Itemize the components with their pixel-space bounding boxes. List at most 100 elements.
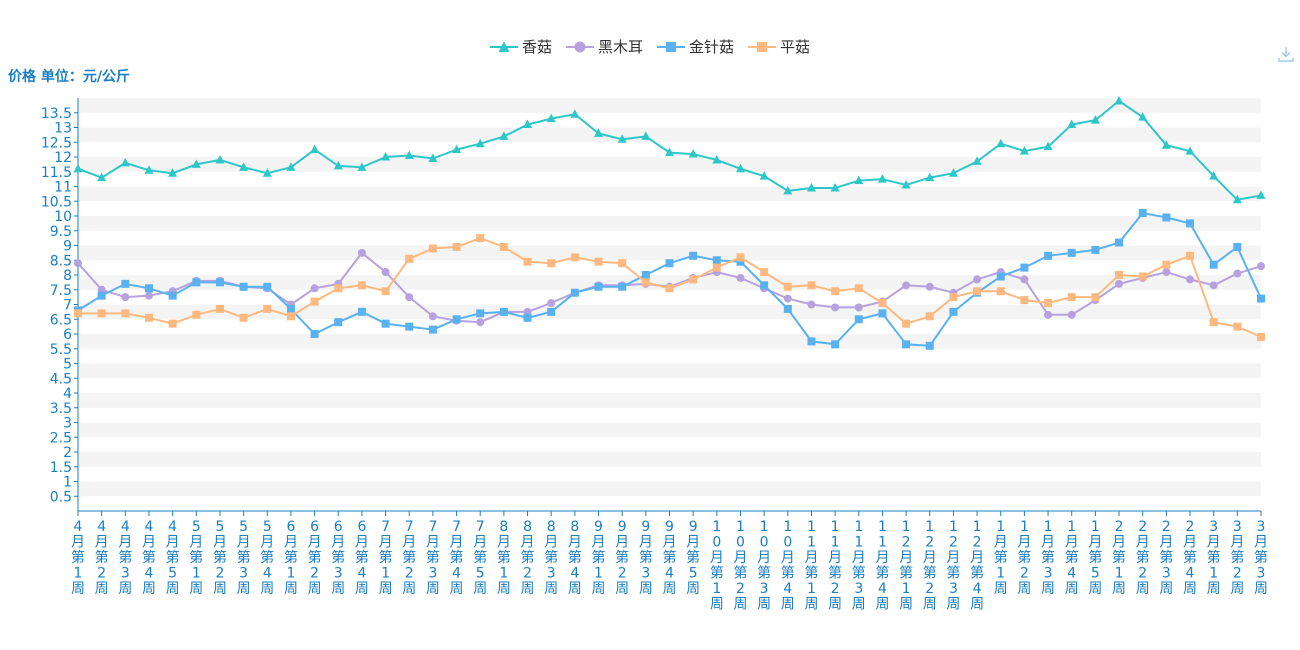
download-icon[interactable] [1277, 45, 1295, 63]
data-point [1257, 294, 1265, 303]
x-tick-label: 1 1 月第 1 周 [804, 519, 818, 613]
y-tick-label: 13.5 [41, 106, 72, 122]
data-point [239, 282, 248, 291]
grid-band [78, 393, 1261, 408]
series-line [78, 237, 1262, 338]
data-point [428, 312, 437, 321]
data-point [1209, 171, 1219, 180]
data-point [97, 172, 107, 182]
data-point [806, 182, 816, 192]
data-point [263, 304, 272, 313]
data-point [1257, 262, 1265, 271]
data-point [618, 282, 627, 291]
data-point [239, 282, 248, 291]
data-point [831, 340, 840, 349]
data-point [617, 134, 627, 143]
y-tick-label: 1 [63, 475, 72, 491]
data-point [854, 315, 863, 324]
legend-marker-icon [657, 41, 685, 52]
data-point [641, 278, 650, 287]
y-tick-label: 7.5 [50, 283, 72, 299]
data-point [735, 163, 745, 173]
x-tick-label: 1 月第 2 周 [1017, 519, 1031, 597]
data-point [215, 304, 224, 313]
y-tick-label: 5.5 [50, 342, 72, 358]
data-point [286, 162, 296, 171]
y-tick-label: 0.5 [50, 489, 72, 505]
grid-band [78, 216, 1261, 231]
grid-band [78, 275, 1261, 290]
y-tick-label: 11 [54, 180, 72, 196]
data-point [594, 281, 603, 290]
data-point [405, 293, 414, 302]
data-point [121, 309, 130, 318]
data-point [168, 287, 177, 296]
data-point [570, 109, 580, 118]
legend-label: 香菇 [521, 38, 552, 56]
data-point [1162, 260, 1171, 269]
data-point [831, 303, 840, 312]
legend-item[interactable]: 金针菇 [657, 36, 734, 57]
data-point [1115, 271, 1124, 279]
data-point [925, 312, 934, 321]
data-point [570, 253, 579, 262]
x-tick-label: 2 月第 1 周 [1112, 519, 1126, 597]
data-point [736, 273, 745, 282]
data-point [712, 256, 721, 265]
x-tick-label: 1 月第 4 周 [1065, 519, 1079, 597]
data-point [381, 287, 390, 296]
data-point [168, 291, 177, 300]
data-point [499, 307, 508, 316]
legend-item[interactable]: 平菇 [748, 36, 810, 57]
y-tick-label: 4.5 [50, 371, 72, 387]
data-point [428, 244, 437, 253]
data-point [736, 253, 745, 262]
x-tick-label: 9 月第 1 周 [592, 519, 606, 597]
legend-item[interactable]: 黑木耳 [565, 36, 643, 57]
data-point [948, 168, 958, 177]
data-point [759, 171, 769, 180]
data-point [925, 282, 934, 291]
x-tick-label: 1 0 月第 4 周 [781, 519, 795, 613]
data-point [689, 273, 698, 282]
data-point [1067, 119, 1077, 129]
y-tick-label: 7 [63, 298, 72, 314]
data-point [144, 291, 153, 300]
data-point [1233, 269, 1242, 278]
data-point [215, 278, 224, 287]
y-tick-label: 4 [63, 386, 72, 402]
x-tick-label: 4 月第 3 周 [118, 519, 132, 597]
data-point [902, 281, 911, 290]
data-point [476, 318, 485, 327]
x-tick-label: 1 1 月第 3 周 [852, 519, 866, 613]
data-point [452, 316, 461, 325]
x-tick-label: 1 月第 3 周 [1041, 519, 1055, 597]
data-point [1186, 219, 1195, 228]
data-point [357, 281, 366, 290]
data-point [807, 337, 816, 346]
data-point [1186, 251, 1195, 260]
data-point [854, 303, 863, 312]
data-point [1044, 310, 1053, 319]
data-point [334, 284, 343, 293]
y-tick-label: 8 [63, 268, 72, 284]
x-tick-label: 2 月第 2 周 [1136, 519, 1150, 597]
data-point [973, 287, 982, 296]
data-point [263, 282, 272, 291]
x-tick-label: 9 月第 2 周 [615, 519, 629, 597]
grid-band [78, 157, 1261, 172]
x-tick-label: 4 月第 2 周 [95, 519, 109, 597]
data-point [1209, 281, 1218, 290]
x-tick-label: 1 0 月第 1 周 [710, 519, 724, 613]
x-tick-label: 4 月第 1 周 [71, 519, 85, 597]
data-point [428, 325, 437, 334]
x-tick-label: 3 月第 3 周 [1254, 519, 1268, 597]
grid-band [78, 452, 1261, 467]
data-point [144, 284, 153, 293]
y-tick-label: 8.5 [50, 253, 72, 269]
legend-item[interactable]: 香菇 [489, 36, 552, 57]
x-tick-label: 6 月第 2 周 [308, 519, 322, 597]
data-point [760, 281, 769, 290]
data-point [168, 319, 177, 328]
data-point [665, 147, 674, 157]
